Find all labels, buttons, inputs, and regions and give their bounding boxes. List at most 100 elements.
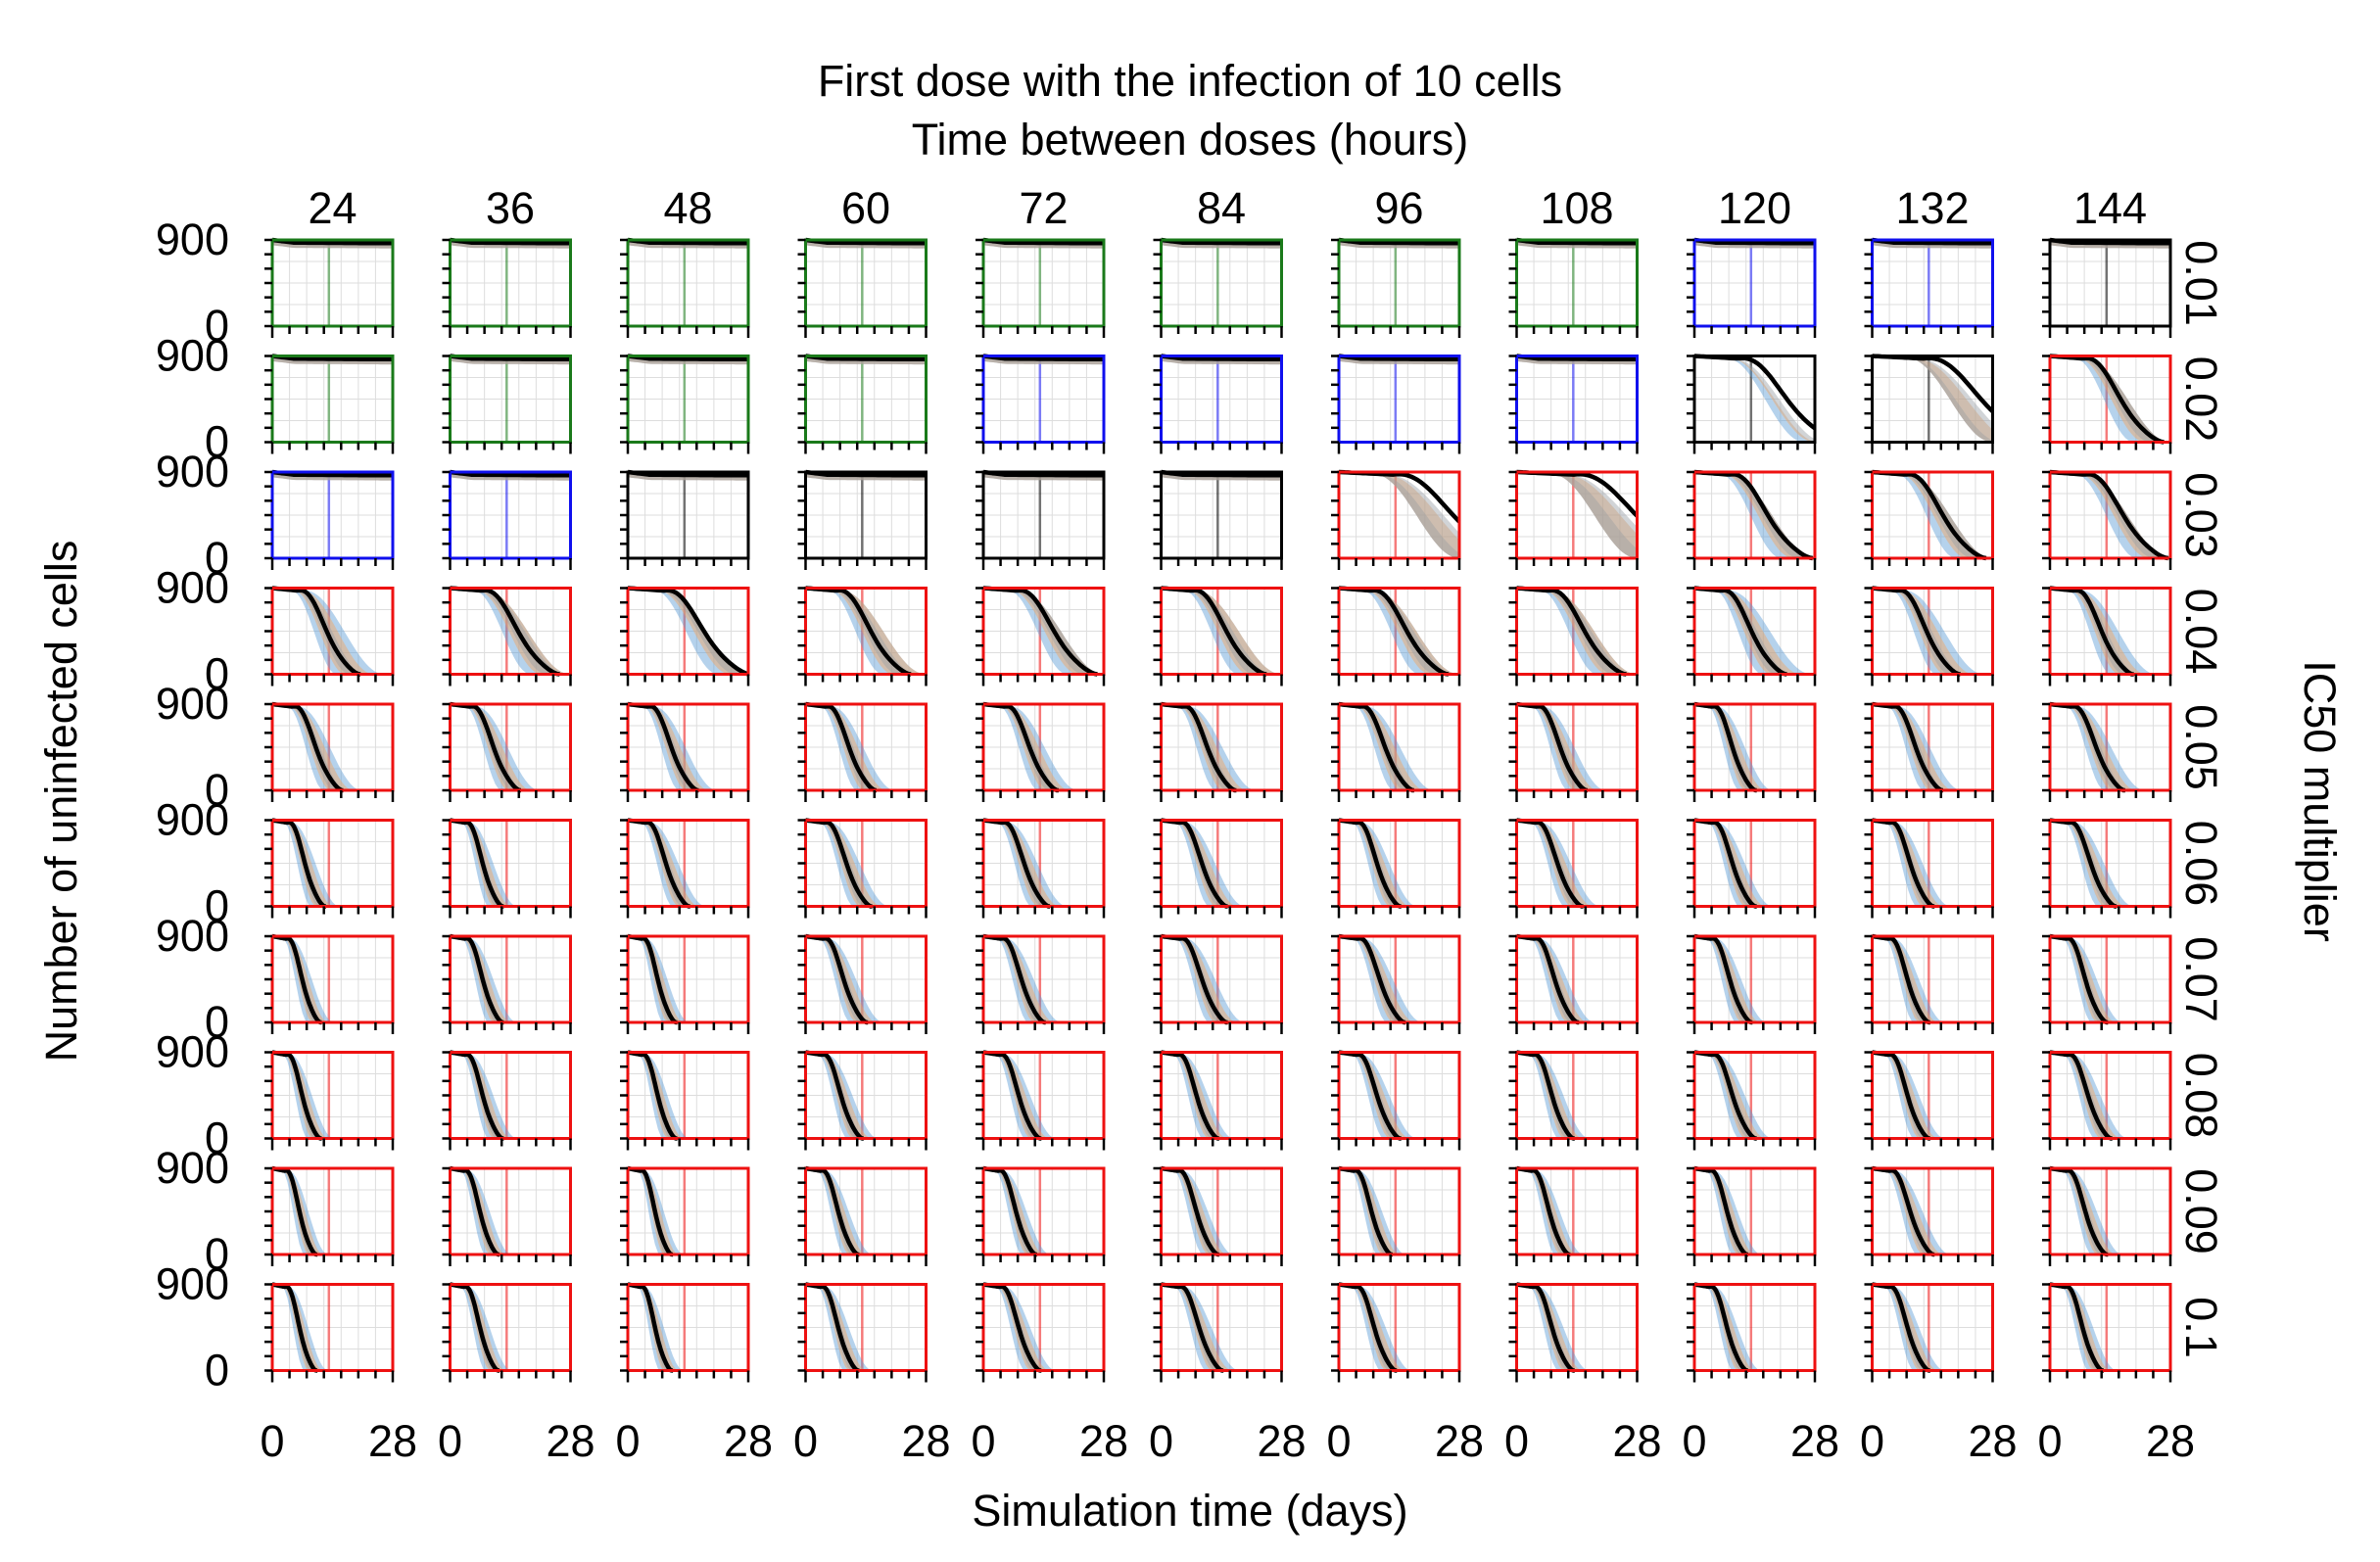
confidence-band bbox=[272, 1168, 393, 1254]
panel bbox=[976, 701, 1106, 802]
confidence-band bbox=[1694, 355, 1815, 443]
x-tick-label: 0 bbox=[1326, 1416, 1351, 1466]
panel bbox=[1331, 933, 1461, 1034]
panel bbox=[2042, 701, 2172, 802]
x-tick-label: 28 bbox=[1257, 1416, 1306, 1466]
mean-curve bbox=[2049, 818, 2118, 909]
mean-curve bbox=[982, 354, 1104, 362]
row-label: 0.06 bbox=[2176, 821, 2226, 907]
panel bbox=[1153, 1282, 1283, 1383]
confidence-band bbox=[1161, 704, 1282, 790]
panel bbox=[1687, 933, 1817, 1034]
panel bbox=[797, 933, 928, 1034]
confidence-band bbox=[450, 588, 571, 675]
panel bbox=[2042, 586, 2172, 686]
chart-title: First dose with the infection of 10 cell… bbox=[818, 56, 1562, 106]
x-tick-label: 0 bbox=[1860, 1416, 1884, 1466]
confidence-band bbox=[1516, 1168, 1638, 1254]
panel bbox=[797, 1050, 928, 1151]
panel bbox=[264, 1050, 395, 1151]
confidence-band bbox=[805, 1168, 927, 1254]
mean-curve bbox=[1516, 237, 1638, 246]
panel bbox=[620, 818, 750, 919]
x-tick-label: 0 bbox=[1149, 1416, 1173, 1466]
confidence-band bbox=[1872, 472, 1993, 558]
panel bbox=[976, 1165, 1106, 1266]
confidence-band bbox=[450, 820, 571, 907]
column-header: 120 bbox=[1718, 183, 1791, 233]
confidence-band bbox=[272, 588, 393, 675]
y-tick-label: 0 bbox=[205, 301, 229, 351]
panel bbox=[264, 933, 395, 1034]
mean-curve bbox=[1515, 818, 1585, 909]
confidence-band bbox=[1694, 588, 1815, 675]
confidence-band bbox=[1694, 1284, 1815, 1371]
confidence-band bbox=[1161, 588, 1282, 675]
confidence-band bbox=[1339, 472, 1459, 558]
mean-curve bbox=[804, 933, 869, 1025]
mean-curve bbox=[982, 701, 1060, 793]
y-tick-label: 900 bbox=[156, 447, 229, 497]
confidence-band bbox=[450, 588, 571, 675]
mean-curve bbox=[449, 1165, 501, 1257]
y-tick-label: 900 bbox=[156, 1259, 229, 1309]
panel bbox=[1331, 1282, 1461, 1383]
mean-curve bbox=[271, 818, 327, 909]
panel bbox=[797, 586, 928, 686]
mean-curve bbox=[2049, 1050, 2114, 1141]
mean-curve bbox=[804, 1282, 861, 1373]
confidence-band bbox=[1872, 704, 1993, 790]
panel bbox=[1864, 1282, 1994, 1383]
y-tick-label: 0 bbox=[205, 997, 229, 1047]
mean-curve bbox=[1160, 818, 1229, 909]
panel bbox=[2042, 469, 2172, 570]
confidence-band bbox=[1339, 472, 1459, 558]
confidence-band bbox=[805, 820, 927, 907]
confidence-band bbox=[628, 936, 748, 1022]
confidence-band bbox=[1161, 936, 1282, 1022]
panel bbox=[797, 237, 928, 338]
confidence-band bbox=[1694, 588, 1815, 675]
mean-curve bbox=[1338, 1165, 1394, 1257]
panel bbox=[620, 354, 750, 454]
panel bbox=[1687, 701, 1817, 802]
y-tick-label: 0 bbox=[205, 533, 229, 583]
confidence-band bbox=[1516, 588, 1638, 675]
panel bbox=[1687, 1050, 1817, 1151]
panel bbox=[1508, 818, 1639, 919]
confidence-band bbox=[1872, 355, 1993, 443]
confidence-band bbox=[628, 1284, 748, 1371]
mean-curve bbox=[627, 818, 691, 909]
confidence-band bbox=[2050, 355, 2170, 443]
x-tick-label: 28 bbox=[1079, 1416, 1128, 1466]
confidence-band bbox=[1161, 820, 1282, 907]
panel bbox=[1864, 933, 1994, 1034]
row-label: 0.05 bbox=[2176, 704, 2226, 790]
panel bbox=[976, 1050, 1106, 1151]
mean-curve bbox=[271, 586, 361, 677]
mean-curve bbox=[270, 1282, 319, 1373]
confidence-band bbox=[1339, 1168, 1459, 1254]
panel bbox=[442, 354, 572, 454]
panel bbox=[620, 469, 750, 570]
confidence-band bbox=[2050, 704, 2170, 790]
confidence-band bbox=[805, 1284, 927, 1371]
panel bbox=[1331, 586, 1461, 686]
confidence-band bbox=[1694, 355, 1815, 443]
confidence-band bbox=[628, 1168, 748, 1254]
x-tick-label: 28 bbox=[1612, 1416, 1661, 1466]
mean-curve bbox=[626, 1282, 675, 1373]
mean-curve bbox=[804, 818, 874, 909]
confidence-band bbox=[2050, 1284, 2170, 1371]
panel bbox=[1508, 1282, 1639, 1383]
panel bbox=[1687, 354, 1817, 454]
mean-curve bbox=[1338, 1282, 1399, 1373]
confidence-band bbox=[1516, 820, 1638, 907]
y-tick-label: 900 bbox=[156, 563, 229, 613]
panel bbox=[1864, 586, 1994, 686]
mean-curve bbox=[1161, 701, 1237, 793]
mean-curve bbox=[1161, 237, 1282, 246]
mean-curve bbox=[804, 1050, 865, 1141]
panel bbox=[2042, 818, 2172, 919]
panel bbox=[1508, 237, 1639, 338]
